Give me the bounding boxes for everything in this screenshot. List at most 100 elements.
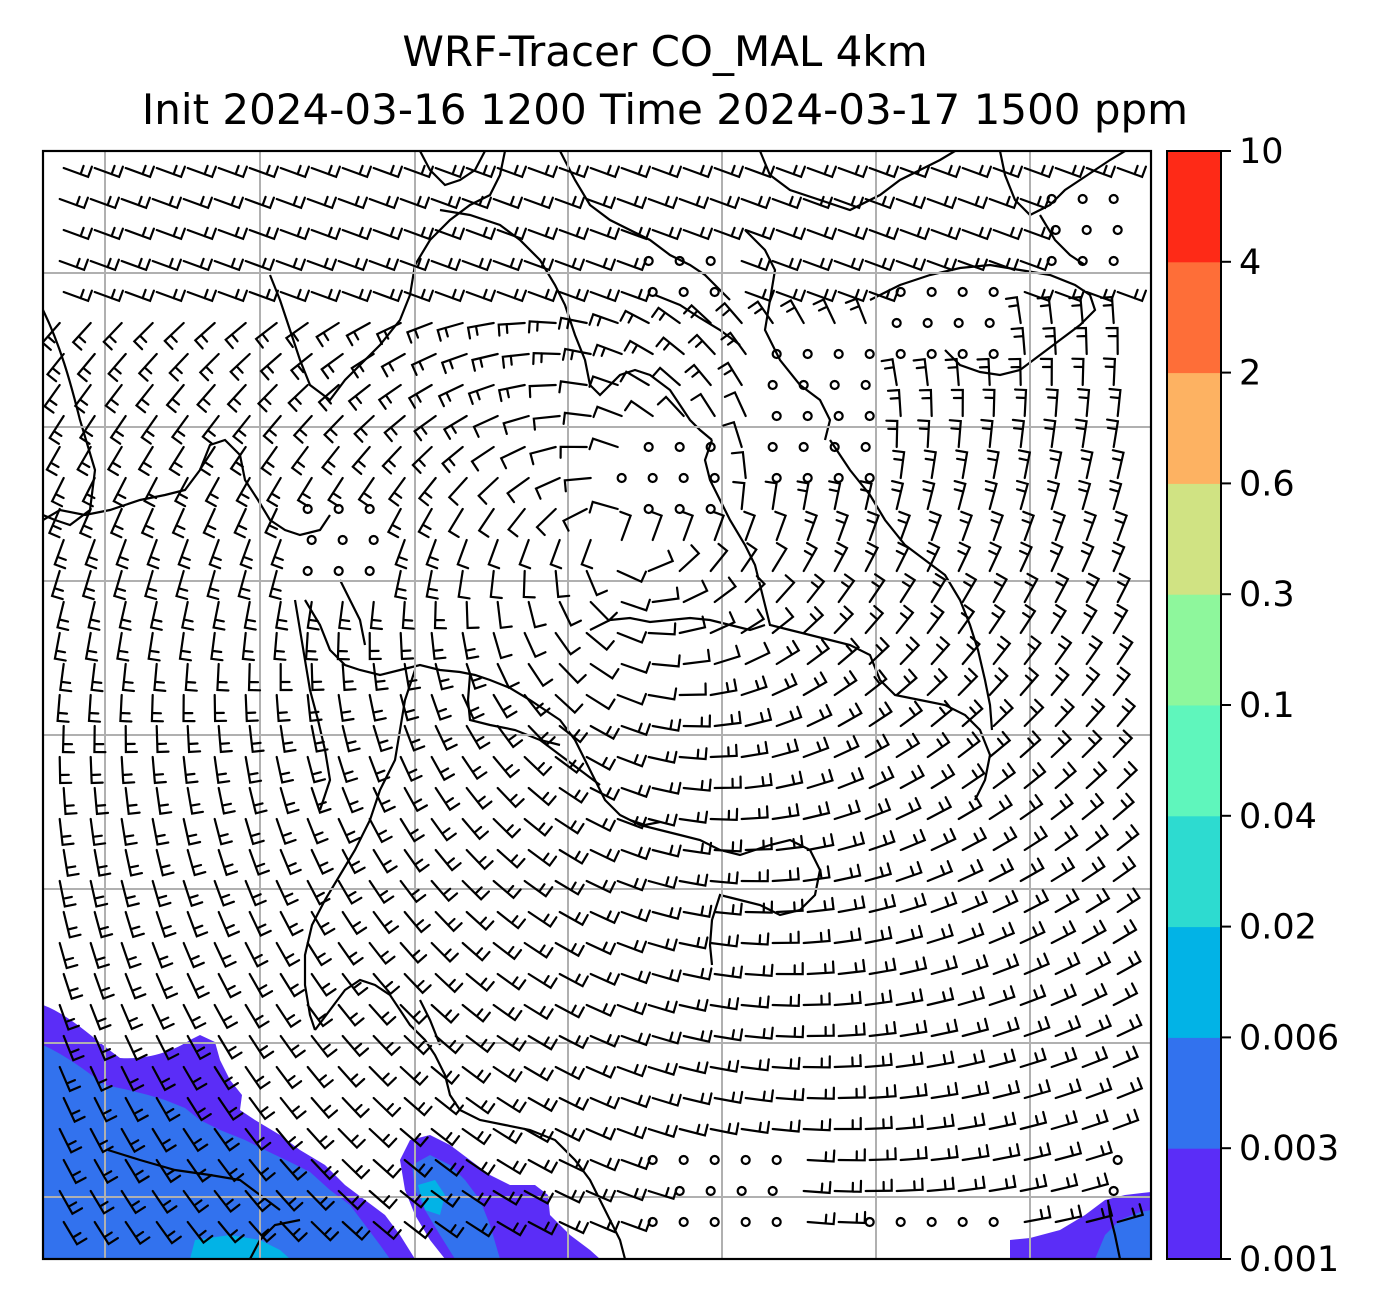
wind-barb (58, 1127, 83, 1154)
wind-barb (368, 1127, 398, 1149)
wind-barb (562, 411, 592, 425)
wind-barb (802, 257, 833, 272)
wind-barb (341, 724, 361, 753)
wind-barb (155, 786, 173, 815)
wind-barb (155, 1096, 181, 1123)
contour-0.006-southwest (190, 1235, 290, 1259)
wind-barb (986, 449, 1000, 480)
wind-barb (237, 569, 251, 601)
wind-barb (306, 755, 326, 784)
wind-barb (120, 257, 151, 272)
wind-barb (175, 569, 189, 601)
wind-barb (492, 1127, 523, 1145)
contour-0.003-southeast (1095, 1210, 1151, 1259)
wind-barb (558, 662, 587, 685)
wind-barb (616, 1125, 647, 1140)
wind-barb (465, 1034, 496, 1054)
wind-barb (899, 1146, 928, 1162)
wind-barb (124, 1034, 148, 1062)
wind-barb (61, 724, 76, 754)
wind-barb (864, 257, 895, 272)
wind-barb (118, 600, 132, 631)
wind-barb (549, 538, 563, 570)
wind-barb (50, 476, 65, 508)
wind-barb (678, 615, 707, 635)
wind-barb (806, 1212, 836, 1226)
wind-barb (558, 1096, 589, 1111)
wind-barb (1085, 1077, 1113, 1100)
wind-barb (957, 1175, 986, 1193)
wind-barb (650, 510, 664, 542)
wind-barb (585, 631, 615, 652)
wind-barb (992, 1080, 1021, 1100)
wind-barb (248, 226, 279, 241)
wind-barb (957, 541, 972, 573)
wind-barb (744, 837, 773, 852)
calm-wind-marker (802, 472, 813, 484)
wind-barb (616, 877, 647, 892)
wind-barb (341, 1220, 371, 1242)
wind-barb (353, 414, 375, 443)
wind-barb (1010, 326, 1026, 356)
wind-barb (1085, 1203, 1114, 1224)
wind-barb (306, 1003, 333, 1028)
wind-barbs (43, 164, 1147, 1246)
wind-barb (466, 321, 495, 340)
wind-barb (337, 693, 355, 722)
wind-barb (806, 288, 837, 303)
wind-barb (523, 1065, 554, 1082)
wind-barb (1085, 635, 1104, 666)
calm-wind-marker (922, 317, 933, 329)
wind-barb (383, 414, 406, 443)
wind-barb (465, 1096, 496, 1115)
wind-barb (496, 1096, 527, 1114)
wind-barb (1112, 1045, 1140, 1069)
calm-wind-marker (957, 1216, 968, 1228)
wind-barb (780, 298, 805, 325)
wind-barb (868, 637, 891, 666)
wind-barb (306, 257, 337, 272)
wind-barb (651, 1093, 682, 1107)
wind-barb (616, 195, 647, 210)
wind-barb (678, 747, 708, 761)
wind-barb (182, 1065, 208, 1091)
wind-barb (62, 1096, 86, 1124)
wind-barb (275, 1065, 303, 1090)
wind-barb (323, 414, 344, 444)
wind-barb (87, 693, 102, 723)
calm-wind-marker (1108, 193, 1119, 205)
wind-barb (620, 164, 651, 179)
wind-barb (434, 848, 462, 872)
wind-barb (930, 226, 961, 241)
wind-barb (802, 195, 833, 210)
wind-barb (496, 1158, 527, 1176)
wind-barb (337, 1065, 366, 1088)
wind-barb (771, 993, 801, 1008)
wind-barb (81, 569, 95, 601)
wind-barb (984, 479, 998, 511)
wind-barb (709, 1122, 740, 1136)
wind-barb (1019, 984, 1047, 1007)
colorbar-tick-label: 10 (1239, 132, 1284, 172)
calm-wind-marker (740, 1216, 751, 1228)
wind-barb (744, 288, 775, 303)
wind-barb (310, 662, 325, 692)
wind-barb (1112, 1108, 1140, 1131)
wind-barb (471, 352, 499, 372)
wind-barb (651, 306, 681, 325)
wind-barb (992, 826, 1018, 852)
wind-barb (585, 693, 616, 711)
wind-barb (124, 724, 138, 754)
wind-barb (89, 1065, 113, 1093)
wind-barb (338, 600, 352, 631)
wind-barb (740, 1058, 770, 1072)
wind-barb (104, 383, 123, 414)
wind-barb (229, 445, 247, 476)
wind-barb (1083, 510, 1098, 542)
wind-barb (1054, 635, 1073, 666)
wind-barb (990, 510, 1005, 542)
wind-barb (275, 1189, 304, 1212)
wind-barb (833, 1054, 862, 1069)
wind-barb (796, 480, 810, 511)
wind-barb (399, 257, 430, 272)
